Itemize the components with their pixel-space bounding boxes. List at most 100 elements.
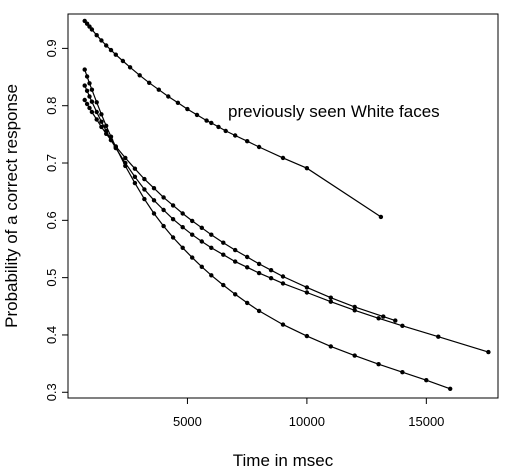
data-point <box>190 218 195 224</box>
data-point <box>190 255 195 260</box>
series-layer <box>82 18 491 391</box>
plot-frame <box>67 13 499 399</box>
data-point <box>142 176 147 182</box>
data-point <box>256 308 262 314</box>
data-point <box>352 304 357 310</box>
data-point <box>199 225 204 230</box>
x-tick-label: 10000 <box>289 414 325 429</box>
data-point <box>245 300 250 306</box>
y-tick-label: 0.7 <box>44 154 59 172</box>
data-point <box>180 245 185 250</box>
data-point <box>448 386 453 391</box>
data-point <box>89 87 95 92</box>
data-point <box>328 295 333 300</box>
data-point <box>352 353 357 358</box>
annotation-label: previously seen White faces <box>228 102 440 121</box>
data-point <box>87 94 92 99</box>
data-point <box>132 174 138 179</box>
data-point <box>400 323 405 328</box>
data-point <box>84 88 90 94</box>
y-axis: 0.3 0.4 0.5 0.6 0.7 0.8 0.9 <box>44 39 68 401</box>
y-tick-label: 0.8 <box>44 97 59 115</box>
data-point <box>161 195 166 200</box>
data-point <box>221 240 226 245</box>
data-point <box>209 273 214 278</box>
data-point <box>151 198 157 203</box>
series-4 <box>82 67 453 391</box>
data-point <box>381 314 386 319</box>
data-point <box>113 52 119 57</box>
data-point <box>393 318 398 323</box>
data-point <box>156 87 161 92</box>
data-point <box>89 99 95 104</box>
data-point <box>99 38 104 43</box>
x-axis: 5000 10000 15000 <box>173 398 444 429</box>
data-point <box>352 308 357 313</box>
data-point <box>280 274 286 279</box>
data-point <box>94 117 99 122</box>
data-point <box>104 43 109 48</box>
data-point <box>127 65 133 70</box>
data-point <box>304 285 310 290</box>
data-point <box>185 106 190 112</box>
data-point <box>304 166 310 171</box>
x-axis-title: Time in msec <box>233 451 334 470</box>
y-tick-label: 0.9 <box>44 39 59 57</box>
data-point <box>233 259 238 264</box>
data-point <box>161 223 166 229</box>
y-tick-label: 0.6 <box>44 211 59 229</box>
data-point <box>304 333 310 339</box>
data-point <box>87 24 92 29</box>
y-tick-label: 0.3 <box>44 383 59 401</box>
data-point <box>170 203 176 208</box>
data-point <box>280 322 286 327</box>
data-point <box>142 187 147 192</box>
data-point <box>84 101 90 107</box>
data-point <box>233 247 238 253</box>
data-point <box>82 97 87 103</box>
data-point <box>221 252 226 257</box>
data-point <box>94 109 99 115</box>
series-line <box>84 20 382 218</box>
series-line <box>84 85 489 353</box>
data-point <box>151 211 157 216</box>
data-point <box>87 81 92 86</box>
data-point <box>108 47 114 53</box>
x-tick-label: 5000 <box>173 414 202 429</box>
data-point <box>89 109 95 115</box>
data-point <box>233 292 238 297</box>
data-point <box>132 166 138 171</box>
data-point <box>424 378 429 383</box>
data-point <box>87 105 92 111</box>
data-point <box>161 207 166 213</box>
data-point <box>82 83 87 88</box>
data-point <box>120 58 126 64</box>
data-point <box>108 134 114 139</box>
series-1 <box>82 18 384 220</box>
data-point <box>170 235 176 240</box>
data-point <box>137 73 142 78</box>
y-tick-label: 0.4 <box>44 326 59 344</box>
data-point <box>151 186 157 191</box>
data-point <box>123 163 128 169</box>
data-point <box>245 139 250 144</box>
series-2 <box>82 97 398 323</box>
data-point <box>94 100 99 105</box>
data-point <box>99 112 104 117</box>
data-point <box>233 133 238 138</box>
data-point <box>486 349 491 355</box>
data-point <box>256 261 262 267</box>
data-point <box>166 94 171 99</box>
data-point <box>436 334 441 339</box>
data-point <box>113 144 119 150</box>
y-axis-title: Probability of a correct response <box>2 84 21 328</box>
data-point <box>142 196 147 202</box>
data-point <box>180 225 185 230</box>
data-point <box>104 123 109 128</box>
data-point <box>123 155 128 161</box>
data-point <box>280 155 286 161</box>
data-point <box>194 112 200 118</box>
data-point <box>99 119 104 124</box>
data-point <box>82 67 87 72</box>
